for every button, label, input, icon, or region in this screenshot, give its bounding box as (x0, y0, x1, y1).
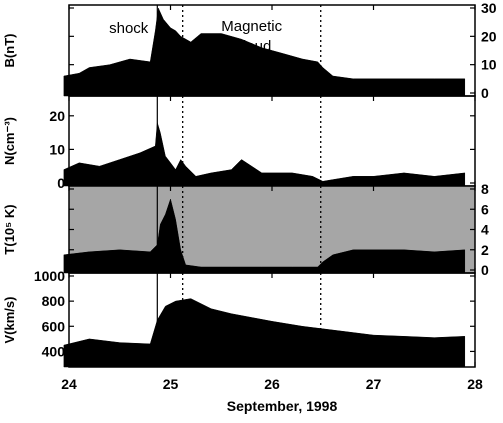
xtick-label-1: 25 (163, 376, 179, 392)
panel-0-ytick-label-1: 10 (481, 57, 497, 73)
panel-1-area-series (63, 122, 466, 187)
x-axis-label: September, 1998 (227, 398, 338, 414)
xtick-label-2: 26 (264, 376, 280, 392)
panel-0-ytick-label-2: 20 (481, 28, 497, 44)
panel-2-ytick-label-2: 4 (481, 222, 489, 238)
shock-annotation: shock (109, 20, 149, 37)
xtick-label-3: 27 (366, 376, 382, 392)
cloud-annotation-line2: Cloud (232, 38, 271, 55)
panel-2-ylabel: T(10⁵ K) (2, 204, 17, 254)
panel-2-area-series (63, 198, 466, 274)
panel-1-ytick-label-1: 10 (49, 141, 65, 157)
xtick-label-0: 24 (61, 376, 77, 392)
xtick-label-4: 28 (467, 376, 483, 392)
panel-1-ylabel: N(cm⁻³) (2, 117, 17, 165)
panel-3-area-series (63, 298, 466, 368)
panel-2-ytick-label-4: 8 (481, 181, 489, 197)
panel-1-ytick-label-0: 0 (57, 175, 65, 191)
panel-3-ytick-label-2: 800 (42, 293, 66, 309)
panel-0-area-series (63, 7, 466, 97)
panel-3-ytick-label-0: 400 (42, 343, 66, 359)
panel-2-ytick-label-0: 0 (481, 262, 489, 278)
panel-0-ylabel: B(nT) (2, 34, 17, 68)
panel-1-ytick-label-2: 20 (49, 108, 65, 124)
panel-2-ytick-label-3: 6 (481, 201, 489, 217)
panel-2-ytick-label-1: 2 (481, 242, 489, 258)
panel-0-ytick-label-0: 0 (481, 85, 489, 101)
panel-3-ytick-label-3: 1000 (34, 268, 65, 284)
panel-3-ytick-label-1: 600 (42, 318, 66, 334)
panel-0-ytick-label-3: 30 (481, 0, 497, 16)
panel-3-ylabel: V(km/s) (2, 297, 17, 344)
cloud-annotation-line1: Magnetic (221, 18, 282, 35)
